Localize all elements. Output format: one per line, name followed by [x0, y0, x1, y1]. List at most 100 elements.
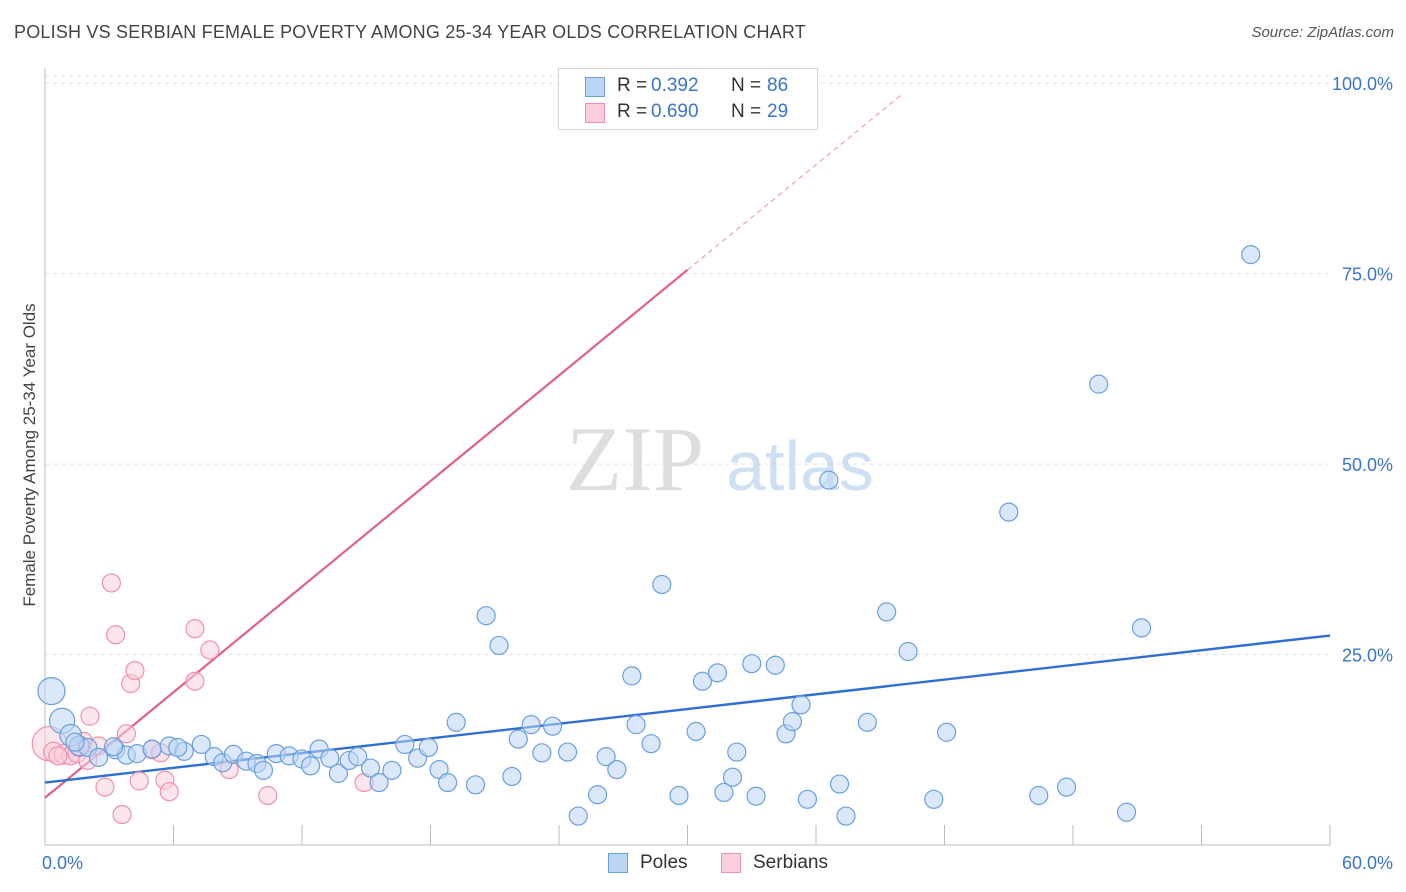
point-poles: [937, 722, 957, 742]
legend-swatch-poles: [585, 77, 605, 97]
x-tick-label: 60.0%: [1342, 853, 1393, 873]
point-poles: [489, 635, 509, 656]
point-poles: [37, 677, 66, 706]
point-poles: [418, 737, 438, 758]
point-poles: [1029, 785, 1049, 806]
point-poles: [607, 759, 627, 780]
grid-lines: [45, 75, 1330, 656]
watermark-atlas: atlas: [726, 427, 874, 505]
legend-n-value: 86: [767, 75, 789, 96]
chart-title: POLISH VS SERBIAN FEMALE POVERTY AMONG 2…: [14, 22, 806, 42]
bottom-legend-label-poles: Poles: [640, 852, 688, 873]
point-poles: [168, 737, 188, 758]
trend-line-serbians-extension: [687, 94, 903, 271]
point-poles: [898, 641, 918, 662]
point-poles: [1056, 777, 1077, 797]
point-serbians: [258, 785, 278, 806]
point-poles: [348, 747, 368, 767]
point-poles: [626, 715, 646, 735]
point-poles: [714, 782, 734, 803]
point-poles: [727, 742, 747, 762]
point-serbians: [80, 706, 100, 726]
point-poles: [746, 786, 766, 806]
point-poles: [382, 760, 402, 780]
point-poles: [521, 715, 541, 735]
legend-swatch-serbians: [585, 103, 605, 123]
legend-n-value: 29: [767, 101, 789, 122]
point-poles: [924, 789, 944, 809]
point-poles: [320, 748, 340, 768]
point-poles: [369, 772, 389, 793]
legend-r-value: 0.392: [651, 75, 699, 96]
point-poles: [328, 763, 349, 783]
point-poles: [829, 774, 850, 794]
y-tick-label: 100.0%: [1332, 74, 1393, 94]
point-poles: [1131, 618, 1152, 638]
source-credit: Source: ZipAtlas.com: [1251, 24, 1394, 41]
point-serbians: [106, 625, 126, 645]
point-serbians: [125, 660, 145, 681]
point-poles: [360, 758, 381, 778]
data-points: [31, 245, 1261, 826]
legend-r-value: 0.690: [651, 101, 699, 122]
point-poles: [797, 789, 818, 809]
point-poles: [253, 760, 274, 780]
point-poles: [707, 663, 728, 683]
point-poles: [791, 695, 811, 715]
point-poles: [782, 711, 803, 732]
point-poles: [446, 712, 466, 732]
tick-labels: 25.0% 50.0% 75.0% 100.0% 0.0% 60.0%: [42, 74, 1393, 873]
point-poles: [722, 767, 743, 787]
point-serbians: [95, 777, 115, 797]
point-serbians: [48, 746, 68, 766]
point-poles: [508, 729, 528, 749]
point-poles: [568, 806, 588, 826]
watermark-zip: ZIP: [566, 408, 704, 510]
point-poles: [1089, 374, 1109, 394]
point-poles: [765, 655, 785, 675]
watermark: ZIP atlas: [566, 408, 874, 510]
trend-line-serbians: [44, 269, 689, 799]
point-serbians: [185, 619, 205, 639]
x-tick-label: 0.0%: [42, 853, 83, 873]
point-serbians: [116, 724, 136, 744]
point-poles: [300, 756, 321, 776]
point-serbians: [185, 671, 205, 691]
point-poles: [641, 734, 661, 754]
point-poles: [877, 602, 897, 622]
point-serbians: [159, 782, 179, 802]
point-poles: [819, 470, 839, 490]
legend-n-label: N =: [731, 75, 762, 96]
point-poles: [857, 712, 878, 732]
point-poles: [465, 775, 486, 795]
point-poles: [476, 606, 496, 626]
point-poles: [686, 721, 706, 742]
point-poles: [596, 747, 616, 767]
point-poles: [652, 574, 672, 595]
point-poles: [502, 766, 522, 787]
point-poles: [622, 666, 642, 686]
point-poles: [742, 654, 762, 674]
point-serbians: [112, 804, 132, 825]
point-poles: [1116, 802, 1137, 822]
correlation-legend: R = 0.392 N = 86 R = 0.690 N = 29: [558, 68, 818, 130]
y-tick-label: 25.0%: [1342, 646, 1393, 666]
point-poles: [836, 806, 856, 826]
point-serbians: [200, 640, 220, 660]
point-serbians: [129, 771, 149, 791]
axes: [44, 68, 1331, 846]
point-serbians: [101, 573, 121, 593]
bottom-legend-swatch-poles: [608, 853, 628, 873]
point-poles: [669, 785, 689, 806]
point-poles: [999, 502, 1019, 522]
y-tick-label: 75.0%: [1342, 265, 1393, 285]
legend-n-label: N =: [731, 101, 762, 122]
legend-r-label: R =: [617, 101, 648, 122]
y-axis-label: Female Poverty Among 25-34 Year Olds: [20, 303, 39, 607]
y-tick-label: 50.0%: [1342, 455, 1393, 475]
point-poles: [692, 671, 713, 691]
point-poles: [142, 739, 162, 759]
legend-r-label: R =: [617, 75, 648, 96]
bottom-legend-label-serbians: Serbians: [753, 852, 828, 873]
